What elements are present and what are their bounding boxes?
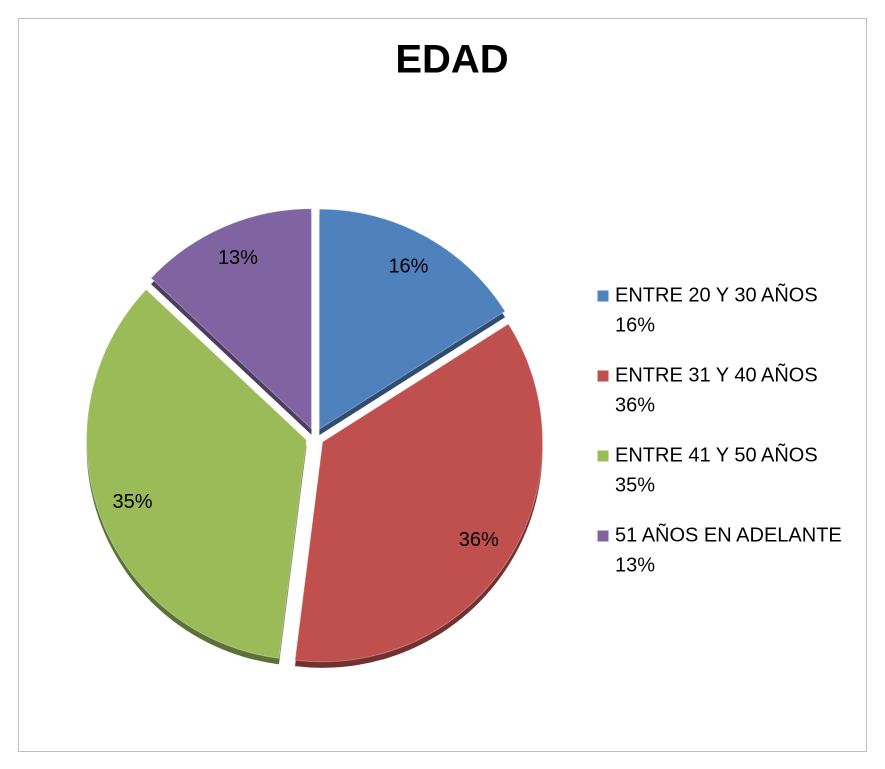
legend-value: 35% bbox=[615, 474, 655, 496]
slice bbox=[318, 208, 506, 431]
legend-label: ENTRE 31 Y 40 AÑOS bbox=[615, 362, 818, 386]
slice bbox=[86, 288, 308, 659]
legend-value: 36% bbox=[615, 394, 655, 416]
slice bbox=[150, 208, 312, 430]
legend-label: ENTRE 20 Y 30 AÑOS bbox=[615, 282, 818, 306]
data-label: 35% bbox=[112, 491, 152, 513]
legend-swatch bbox=[596, 369, 610, 383]
legend-swatch bbox=[596, 449, 610, 463]
legend-swatch bbox=[596, 289, 610, 303]
data-label: 13% bbox=[218, 247, 258, 269]
legend-label: 51 AÑOS EN ADELANTE bbox=[615, 522, 842, 546]
legend-value: 16% bbox=[615, 314, 655, 336]
slice bbox=[294, 323, 544, 663]
legend-value: 13% bbox=[615, 554, 655, 576]
legend-label: ENTRE 41 Y 50 AÑOS bbox=[615, 442, 818, 466]
data-label: 36% bbox=[459, 529, 499, 551]
data-label: 16% bbox=[388, 255, 428, 277]
chart-title: EDAD bbox=[395, 38, 508, 82]
legend-swatch bbox=[596, 529, 610, 543]
